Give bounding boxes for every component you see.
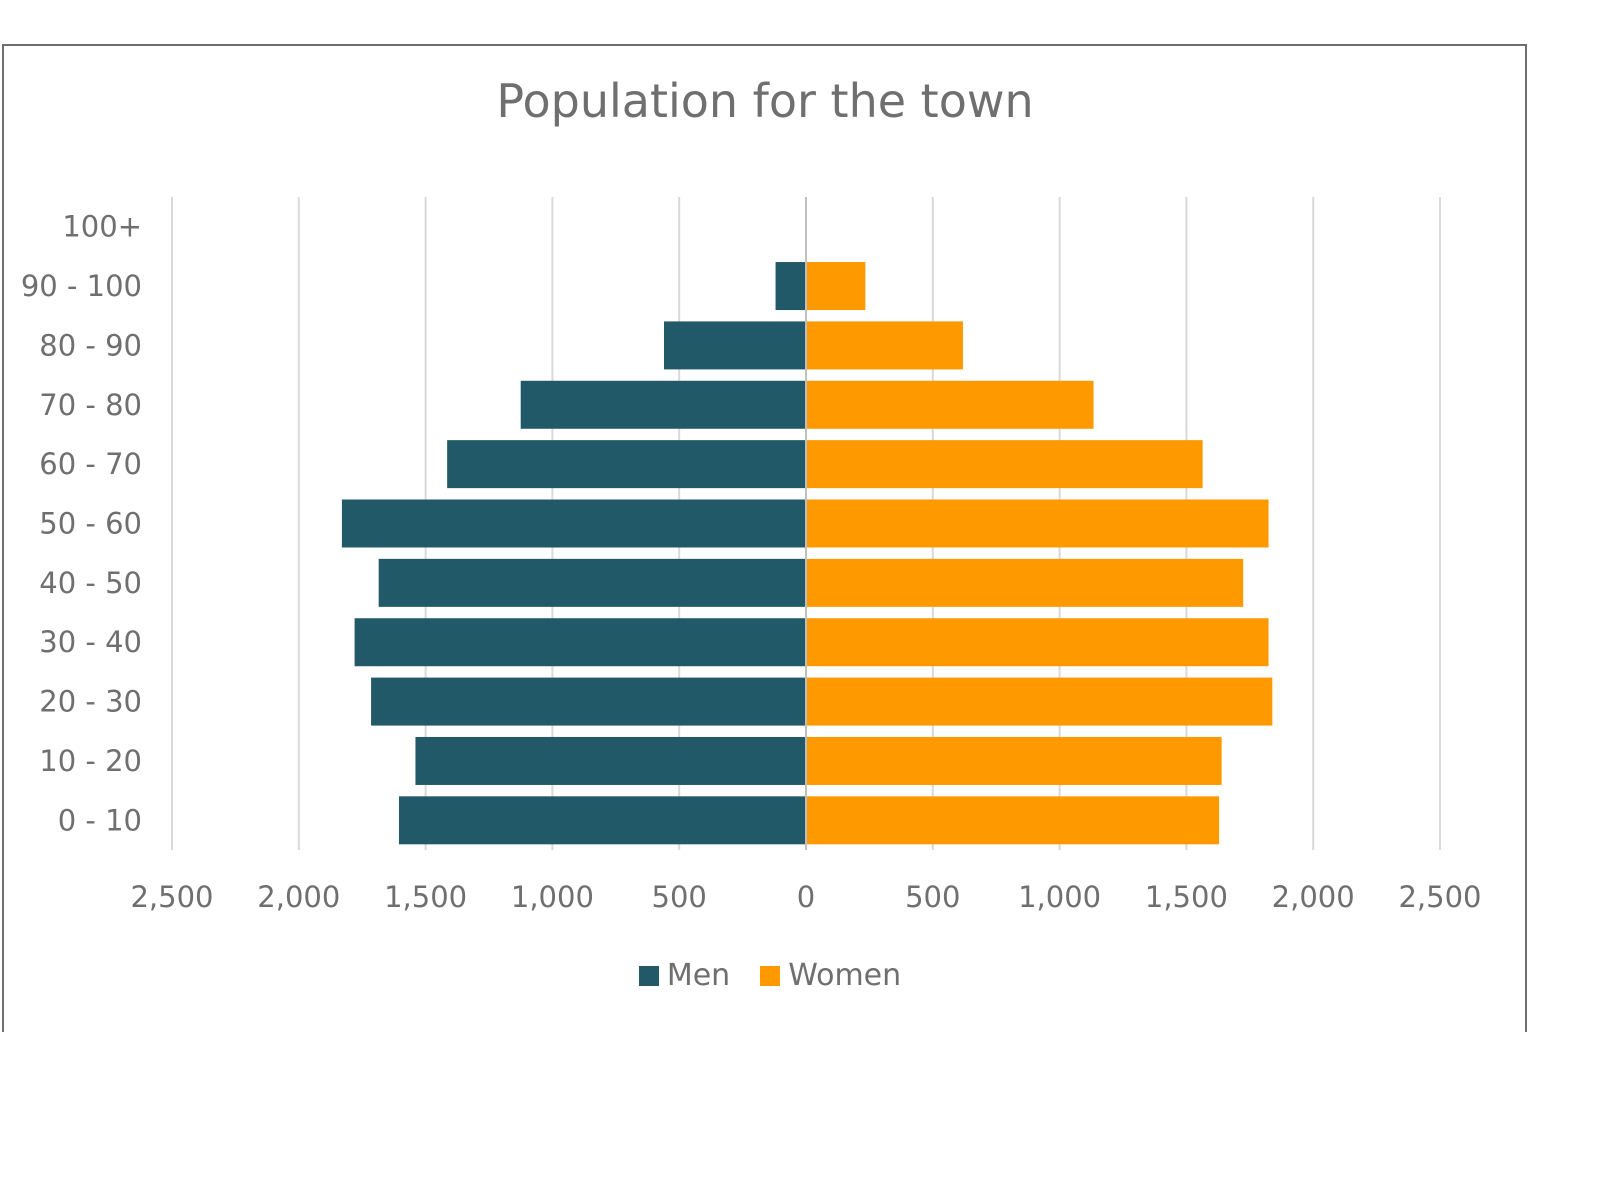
y-tick-label: 0 - 10 — [58, 803, 142, 837]
legend-label-men: Men — [666, 958, 731, 993]
y-tick-label: 30 - 40 — [39, 625, 142, 659]
bar-men — [447, 440, 805, 489]
bar-women — [807, 677, 1273, 726]
y-tick-label: 70 - 80 — [39, 388, 142, 422]
chart-frame — [2, 44, 1527, 1032]
y-tick-label: 10 - 20 — [39, 744, 142, 778]
bar-women — [807, 440, 1203, 489]
y-tick-label: 60 - 70 — [39, 447, 142, 481]
bar-women — [807, 618, 1269, 667]
legend-label-women: Women — [788, 958, 902, 993]
x-tick-label: 2,000 — [1272, 880, 1355, 914]
bar-men — [378, 558, 805, 607]
bar-women — [807, 380, 1094, 429]
y-tick-label: 90 - 100 — [21, 269, 142, 303]
legend: Men Women — [0, 958, 1540, 993]
legend-item-women: Women — [760, 958, 901, 993]
legend-swatch-men — [638, 965, 659, 986]
x-tick-label: 500 — [652, 880, 707, 914]
x-tick-label: 2,000 — [257, 880, 340, 914]
y-tick-label: 40 - 50 — [39, 566, 142, 600]
x-tick-label: 2,500 — [130, 880, 213, 914]
x-tick-label: 0 — [797, 880, 815, 914]
bar-men — [354, 618, 805, 667]
legend-item-men: Men — [638, 958, 731, 993]
bar-men — [398, 796, 805, 845]
x-tick-label: 1,500 — [1145, 880, 1228, 914]
y-tick-label: 20 - 30 — [39, 685, 142, 719]
x-tick-label: 2,500 — [1398, 880, 1481, 914]
bar-men — [775, 262, 805, 311]
x-tick-label: 500 — [905, 880, 960, 914]
chart-title: Population for the town — [496, 74, 1034, 128]
bar-women — [807, 321, 963, 370]
bar-men — [520, 380, 805, 429]
y-tick-label: 100+ — [62, 210, 142, 244]
bar-women — [807, 796, 1220, 845]
y-tick-label: 80 - 90 — [39, 328, 142, 362]
bar-men — [663, 321, 805, 370]
x-tick-label: 1,500 — [384, 880, 467, 914]
bar-men — [371, 677, 805, 726]
x-tick-label: 1,000 — [1018, 880, 1101, 914]
y-tick-label: 50 - 60 — [39, 507, 142, 541]
bar-women — [807, 499, 1269, 548]
legend-swatch-women — [760, 965, 781, 986]
bar-women — [807, 736, 1222, 785]
bar-women — [807, 558, 1244, 607]
bar-men — [415, 736, 805, 785]
bar-men — [341, 499, 805, 548]
bar-women — [807, 262, 866, 311]
x-tick-label: 1,000 — [511, 880, 594, 914]
